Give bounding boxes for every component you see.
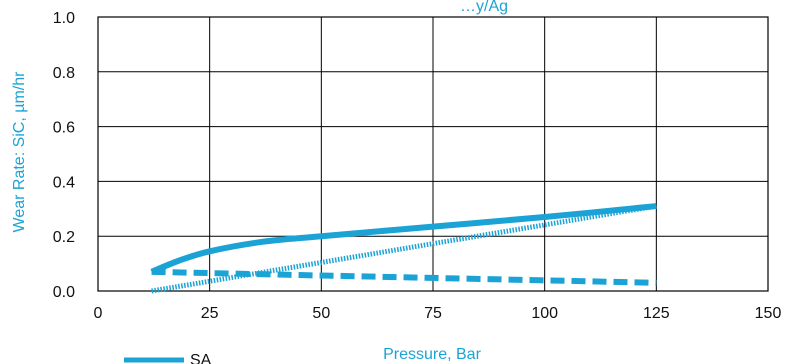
y-tick-label: 0.6 (53, 120, 75, 137)
x-tick-label: 75 (424, 305, 442, 322)
series-line-dotted (151, 203, 657, 294)
legend-label-sa: SA (190, 352, 212, 364)
y-tick-label: 0.4 (53, 174, 75, 191)
legend: SA (124, 352, 212, 364)
y-tick-label: 0.8 (53, 65, 75, 82)
x-tick-label: 125 (643, 305, 670, 322)
x-axis-title: Pressure, Bar (383, 346, 481, 363)
x-tick-label: 25 (201, 305, 219, 322)
series-line-solid (150, 203, 657, 275)
chart-title: …y/Ag (460, 0, 508, 15)
series-lines (150, 203, 657, 294)
x-tick-labels: 0 25 50 75 100 125 150 (94, 305, 782, 322)
y-tick-label: 0.0 (53, 284, 75, 301)
y-tick-label: 1.0 (53, 10, 75, 27)
x-tick-label: 50 (312, 305, 330, 322)
plot-frame (97, 16, 769, 292)
x-tick-label: 100 (531, 305, 558, 322)
y-tick-label: 0.2 (53, 229, 75, 246)
series-line-dashed (151, 268, 657, 286)
y-axis-title: Wear Rate: SiC, µm/hr (11, 71, 28, 233)
y-tick-labels: 0.0 0.2 0.4 0.6 0.8 1.0 (53, 10, 75, 301)
grid-lines (97, 16, 769, 292)
x-tick-label: 0 (94, 305, 103, 322)
x-tick-label: 150 (755, 305, 782, 322)
